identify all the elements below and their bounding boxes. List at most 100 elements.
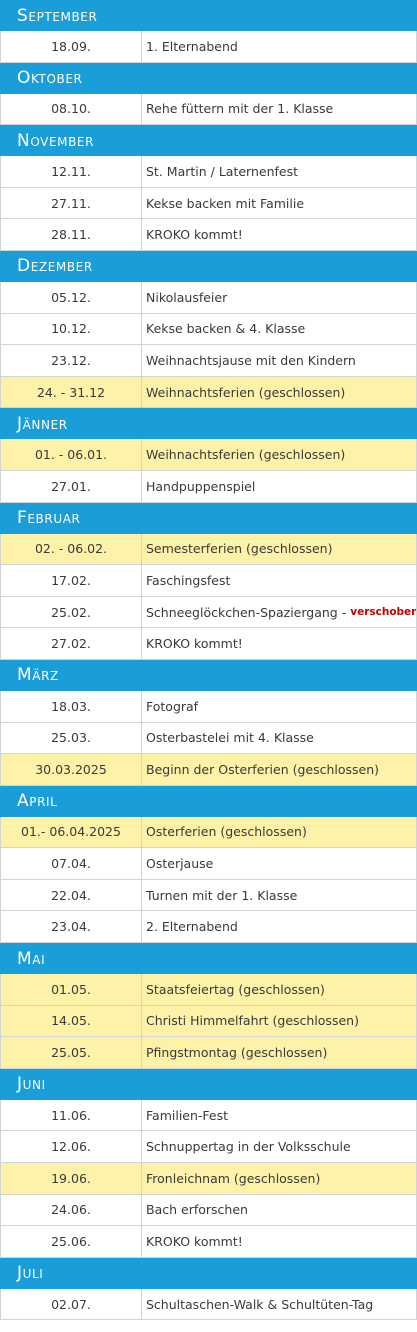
event-title: Schultaschen-Walk & Schultüten-Tag [146, 1296, 374, 1312]
closed-day-row: 30.03.2025 Beginn der Osterferien (geschl… [0, 754, 417, 786]
event-date: 24.06. [1, 1194, 142, 1226]
event-description: Osterjause [142, 848, 416, 879]
event-date: 07.04. [1, 848, 142, 879]
event-row: 28.11. KROKO kommt! [0, 219, 417, 251]
event-row: 10.12. Kekse backen & 4. Klasse [0, 313, 417, 346]
event-title: Fotograf [146, 698, 199, 714]
event-description: Semesterferien (geschlossen) [142, 534, 416, 565]
month-header: Februar [0, 502, 417, 534]
event-description: Faschingsfest [142, 565, 416, 596]
event-title: 2. Elternabend [146, 919, 238, 935]
event-date: 05.12. [1, 281, 142, 313]
postponed-note: verschoben [350, 606, 416, 619]
event-description: Familien-Fest [142, 1100, 416, 1131]
event-title: Turnen mit der 1. Klasse [146, 887, 298, 903]
event-title: Osterjause [146, 856, 214, 872]
event-row: 05.12. Nikolausfeier [0, 281, 417, 314]
event-title: Faschingsfest [146, 572, 231, 588]
event-title: Pfingstmontag (geschlossen) [146, 1045, 328, 1061]
event-row: 12.11. St. Martin / Laternenfest [0, 156, 417, 188]
event-description: Weihnachtsjause mit den Kindern [142, 345, 416, 376]
event-row: 25.06. KROKO kommt! [0, 1226, 417, 1258]
event-date: 01.05. [1, 974, 142, 1005]
event-title: Weihnachtsferien (geschlossen) [146, 447, 346, 463]
event-date: 27.11. [1, 187, 142, 219]
event-date: 23.12. [1, 345, 142, 376]
event-title: Fronleichnam (geschlossen) [146, 1170, 321, 1186]
event-date: 10.12. [1, 313, 142, 345]
event-description: Christi Himmelfahrt (geschlossen) [142, 1006, 416, 1037]
event-row: 27.11. Kekse backen mit Familie [0, 187, 417, 220]
event-title: Schnuppertag in der Volksschule [146, 1139, 351, 1155]
event-description: Schnuppertag in der Volksschule [142, 1131, 416, 1162]
event-title: Weihnachtsjause mit den Kindern [146, 352, 356, 368]
event-description: KROKO kommt! [142, 628, 416, 659]
event-title: Staatsfeiertag (geschlossen) [146, 981, 325, 997]
event-description: KROKO kommt! [142, 219, 416, 250]
event-title: Kekse backen & 4. Klasse [146, 321, 306, 337]
event-date: 01.- 06.04.2025 [1, 816, 142, 848]
event-description: Kekse backen mit Familie [142, 188, 416, 219]
event-title: Schneeglöckchen-Spaziergang - [146, 604, 347, 620]
closed-day-row: 01.- 06.04.2025 Osterferien (geschlossen) [0, 816, 417, 849]
month-header: Juli [0, 1257, 417, 1289]
event-title: St. Martin / Laternenfest [146, 163, 298, 179]
month-header: April [0, 785, 417, 817]
event-row: 07.04. Osterjause [0, 848, 417, 880]
event-description: Fronleichnam (geschlossen) [142, 1163, 416, 1194]
event-date: 02.07. [1, 1288, 142, 1320]
event-title: Semesterferien (geschlossen) [146, 541, 333, 557]
event-date: 25.05. [1, 1037, 142, 1068]
month-header: September [0, 0, 417, 31]
event-date: 02. - 06.02. [1, 533, 142, 565]
event-title: Osterbastelei mit 4. Klasse [146, 730, 314, 746]
event-row: 23.04. 2. Elternabend [0, 911, 417, 944]
event-title: Rehe füttern mit der 1. Klasse [146, 101, 334, 117]
event-date: 25.02. [1, 596, 142, 628]
event-date: 18.09. [1, 31, 142, 62]
closed-day-row: 19.06. Fronleichnam (geschlossen) [0, 1163, 417, 1195]
event-row: 12.06. Schnuppertag in der Volksschule [0, 1131, 417, 1164]
event-date: 18.03. [1, 690, 142, 722]
closed-day-row: 01.05. Staatsfeiertag (geschlossen) [0, 974, 417, 1006]
event-title: Familien-Fest [146, 1107, 229, 1123]
event-description: Fotograf [142, 691, 416, 722]
event-description: Weihnachtsferien (geschlossen) [142, 377, 416, 408]
event-title: Nikolausfeier [146, 289, 228, 305]
event-description: Beginn der Osterferien (geschlossen) [142, 754, 416, 785]
closed-day-row: 01. - 06.01. Weihnachtsferien (geschlosse… [0, 439, 417, 471]
event-row: 02.07. Schultaschen-Walk & Schultüten-Tag [0, 1288, 417, 1321]
month-header: November [0, 125, 417, 157]
month-header: Mai [0, 943, 417, 975]
event-title: KROKO kommt! [146, 227, 243, 243]
event-row: 22.04. Turnen mit der 1. Klasse [0, 879, 417, 912]
event-title: Christi Himmelfahrt (geschlossen) [146, 1013, 359, 1029]
event-row: 25.02. Schneeglöckchen-Spaziergang - vers… [0, 596, 417, 629]
event-date: 27.02. [1, 628, 142, 659]
event-title: Weihnachtsferien (geschlossen) [146, 384, 346, 400]
event-row: 18.03. Fotograf [0, 690, 417, 723]
event-description: Nikolausfeier [142, 282, 416, 313]
closed-day-row: 14.05. Christi Himmelfahrt (geschlossen) [0, 1005, 417, 1038]
event-description: Handpuppenspiel [142, 471, 416, 502]
event-date: 27.01. [1, 470, 142, 502]
event-row: 27.01. Handpuppenspiel [0, 470, 417, 503]
event-date: 25.06. [1, 1226, 142, 1257]
event-title: Bach erforschen [146, 1202, 248, 1218]
event-date: 12.06. [1, 1131, 142, 1163]
month-header: Jänner [0, 408, 417, 440]
event-row: 23.12. Weihnachtsjause mit den Kindern [0, 345, 417, 377]
event-date: 23.04. [1, 911, 142, 943]
event-row: 18.09. 1. Elternabend [0, 31, 417, 63]
event-row: 25.03. Osterbastelei mit 4. Klasse [0, 722, 417, 755]
event-row: 17.02. Faschingsfest [0, 565, 417, 597]
event-title: Kekse backen mit Familie [146, 195, 305, 211]
event-row: 24.06. Bach erforschen [0, 1194, 417, 1227]
closed-day-row: 24. - 31.12 Weihnachtsferien (geschlossen… [0, 376, 417, 409]
closed-day-row: 25.05. Pfingstmontag (geschlossen) [0, 1037, 417, 1069]
event-date: 08.10. [1, 93, 142, 125]
event-date: 12.11. [1, 156, 142, 187]
month-header: Juni [0, 1068, 417, 1100]
event-date: 25.03. [1, 722, 142, 754]
event-title: Osterferien (geschlossen) [146, 824, 307, 840]
